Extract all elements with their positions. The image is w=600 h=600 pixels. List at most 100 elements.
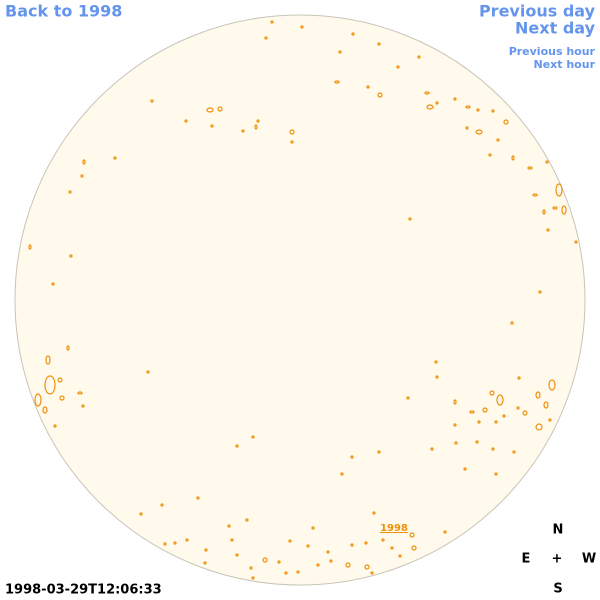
active-region xyxy=(398,554,402,558)
active-region xyxy=(311,526,315,530)
active-region xyxy=(345,562,351,568)
active-region xyxy=(453,97,457,101)
active-region xyxy=(535,391,541,399)
active-region xyxy=(241,129,245,133)
active-region xyxy=(146,370,150,374)
active-region xyxy=(548,379,556,391)
active-region xyxy=(545,160,549,164)
next-hour-link[interactable]: Next hour xyxy=(534,58,596,71)
active-region xyxy=(184,119,188,123)
active-region xyxy=(203,561,207,565)
active-region xyxy=(206,107,214,113)
active-region xyxy=(543,401,549,409)
active-region xyxy=(185,538,189,542)
active-region xyxy=(80,174,84,178)
active-region xyxy=(555,183,563,197)
active-region xyxy=(160,503,164,507)
active-region xyxy=(227,524,231,528)
active-region xyxy=(262,557,268,563)
active-region xyxy=(475,129,483,135)
active-region xyxy=(217,106,223,112)
active-region xyxy=(512,450,516,454)
active-region xyxy=(204,548,208,552)
active-region xyxy=(494,420,498,424)
active-region xyxy=(296,570,300,574)
active-region xyxy=(435,375,439,379)
active-region xyxy=(251,576,255,580)
active-region xyxy=(546,228,550,232)
active-region xyxy=(522,410,528,416)
active-region xyxy=(517,376,521,380)
active-region xyxy=(417,55,421,59)
next-day-link[interactable]: Next day xyxy=(515,19,596,38)
active-region xyxy=(270,20,274,24)
active-region xyxy=(372,511,376,515)
active-region xyxy=(574,240,578,244)
active-region xyxy=(408,217,412,221)
active-region xyxy=(245,518,249,522)
active-region xyxy=(396,65,400,69)
active-region xyxy=(42,406,48,414)
active-region xyxy=(435,101,439,105)
compass-center: + xyxy=(552,552,563,567)
active-region xyxy=(409,532,415,538)
compass-east: E xyxy=(522,552,531,567)
active-region xyxy=(316,563,320,567)
active-region xyxy=(561,205,567,215)
active-region xyxy=(254,124,258,130)
active-region xyxy=(81,404,85,408)
active-region xyxy=(351,32,355,36)
solar-disk xyxy=(14,14,586,586)
active-region xyxy=(454,441,458,445)
active-region xyxy=(77,391,83,395)
previous-day-link[interactable]: Previous day xyxy=(479,2,596,21)
previous-hour-link[interactable]: Previous hour xyxy=(509,45,596,58)
active-region xyxy=(377,92,383,98)
active-region xyxy=(491,447,495,451)
active-region xyxy=(535,423,543,431)
compass-north: N xyxy=(553,523,564,538)
active-region xyxy=(300,25,304,29)
year-link[interactable]: 1998 xyxy=(380,523,408,534)
active-region xyxy=(426,104,434,110)
active-region xyxy=(532,193,538,197)
active-region xyxy=(364,564,370,570)
active-region xyxy=(350,543,354,547)
active-region xyxy=(364,541,368,545)
active-region xyxy=(377,450,381,454)
active-region xyxy=(538,290,542,294)
active-region xyxy=(424,91,430,95)
active-region xyxy=(453,399,457,405)
active-region xyxy=(173,541,177,545)
active-region xyxy=(256,119,260,123)
timestamp: 1998-03-29T12:06:33 xyxy=(5,583,162,598)
active-region xyxy=(482,407,488,413)
active-region xyxy=(196,496,200,500)
active-region xyxy=(434,360,438,364)
active-region xyxy=(210,124,214,128)
compass-west: W xyxy=(582,552,596,567)
active-region xyxy=(381,538,385,542)
active-region xyxy=(511,155,515,161)
active-region xyxy=(277,560,281,564)
active-region xyxy=(503,119,509,125)
active-region xyxy=(465,105,471,109)
active-region xyxy=(235,553,239,557)
active-region xyxy=(230,538,234,542)
active-region xyxy=(306,544,310,548)
active-regions xyxy=(28,20,578,580)
active-region xyxy=(340,472,344,476)
active-region xyxy=(390,546,394,550)
active-region xyxy=(469,410,475,414)
active-region xyxy=(53,424,57,428)
active-region xyxy=(44,375,56,395)
active-region xyxy=(443,530,447,534)
active-region xyxy=(139,512,143,516)
active-region xyxy=(113,156,117,160)
active-region xyxy=(334,80,340,84)
active-region xyxy=(284,571,288,575)
active-region xyxy=(491,109,495,113)
back-link[interactable]: Back to 1998 xyxy=(5,2,122,21)
active-region xyxy=(69,254,73,258)
